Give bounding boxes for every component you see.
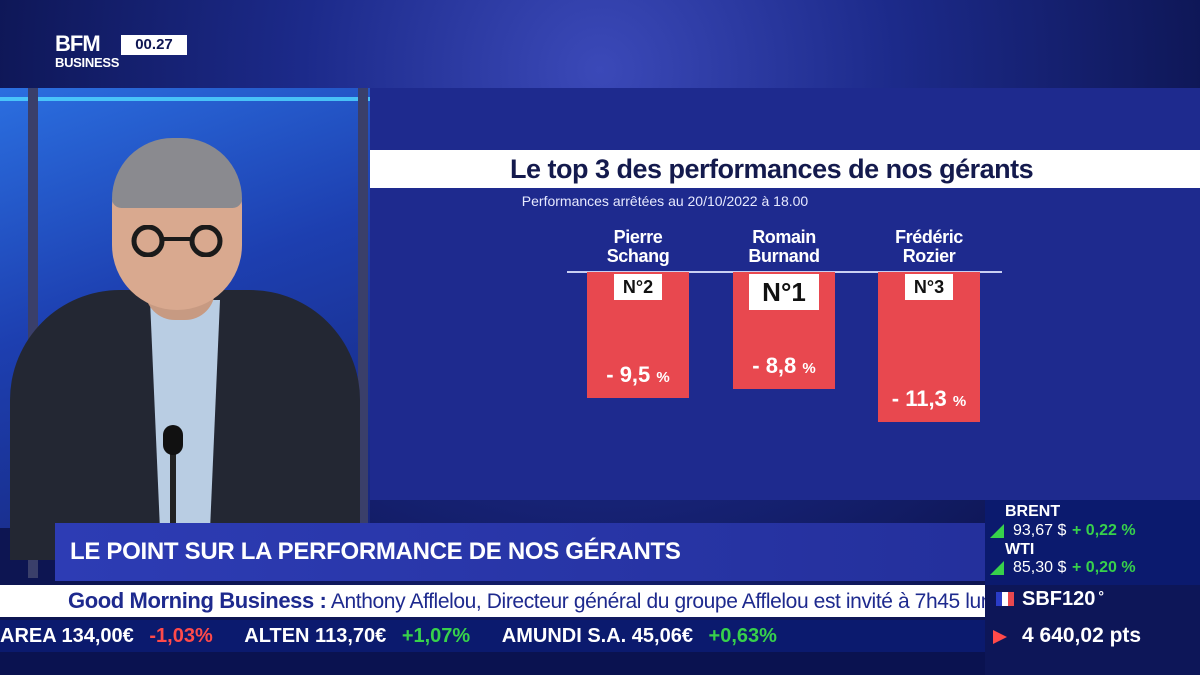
stock-name: AREA bbox=[0, 625, 56, 647]
headline-text: LE POINT SUR LA PERFORMANCE DE NOS GÉRAN… bbox=[70, 538, 681, 565]
rank-badge: N°1 bbox=[749, 274, 819, 310]
stock-price: 134,00€ bbox=[61, 625, 134, 647]
manager-name: Pierre Schang bbox=[568, 228, 708, 266]
up-arrow-icon bbox=[990, 561, 1004, 575]
bar-value-unit: % bbox=[656, 369, 670, 387]
presenter bbox=[0, 130, 370, 560]
bar-value-number: - 9,5 bbox=[606, 362, 657, 388]
news-ticker: Good Morning Business : Anthony Afflelou… bbox=[0, 585, 985, 617]
manager-name-line: Romain bbox=[752, 227, 816, 247]
bar-value-unit: % bbox=[952, 393, 967, 411]
rank-badge: N°3 bbox=[905, 274, 953, 300]
rank-badge: N°2 bbox=[614, 274, 662, 300]
stock-price: 45,06€ bbox=[631, 625, 693, 647]
stock-item: AMUNDI S.A. 45,06€ +0,63% bbox=[502, 620, 777, 652]
market-change-brent: + 0,22 % bbox=[1072, 522, 1136, 539]
stock-name: AMUNDI S.A. bbox=[501, 625, 627, 647]
headline-banner bbox=[55, 523, 985, 581]
bar-value-label: - 9,5 % bbox=[606, 362, 669, 388]
bar-value-unit: % bbox=[802, 360, 816, 378]
market-name-wti: WTI bbox=[1005, 541, 1035, 558]
logo-bfm: BFM bbox=[55, 31, 101, 56]
stock-change: +1,07% bbox=[401, 625, 471, 647]
manager-name-line: Pierre bbox=[613, 227, 663, 247]
stock-change: +0,63% bbox=[708, 625, 777, 647]
bar-value-number: - 11,3 bbox=[891, 386, 953, 412]
clock: 00.27 bbox=[121, 35, 187, 55]
microphone-icon bbox=[163, 425, 183, 455]
ticker-message: Anthony Afflelou, Directeur général du g… bbox=[330, 590, 985, 613]
bar-value-number: - 8,8 bbox=[752, 353, 803, 379]
france-flag-icon bbox=[996, 592, 1014, 606]
down-arrow-icon bbox=[993, 630, 1007, 644]
market-change-wti: + 0,20 % bbox=[1072, 559, 1136, 576]
bar-value-label: - 11,3 % bbox=[892, 386, 967, 412]
index-box bbox=[985, 585, 1200, 675]
manager-name-line: Burnand bbox=[748, 246, 820, 266]
stock-item: AREA 134,00€ -1,03% bbox=[0, 620, 213, 652]
market-price-wti: 85,30 $ bbox=[1013, 559, 1067, 576]
studio-light-stripe bbox=[0, 97, 370, 101]
manager-name: Frédéric Rozier bbox=[859, 228, 999, 266]
index-name: SBF120 ° bbox=[1022, 588, 1104, 611]
chart-title: Le top 3 des performances de nos gérants bbox=[370, 150, 1200, 188]
logo-business: BUSINESS bbox=[55, 55, 120, 70]
chart-subtitle: Performances arrêtées au 20/10/2022 à 18… bbox=[521, 193, 809, 209]
show-name: Good Morning Business : bbox=[68, 588, 327, 613]
presenter-hair bbox=[112, 138, 242, 208]
index-marker: ° bbox=[1098, 588, 1104, 604]
presenter-shirt bbox=[150, 300, 220, 530]
up-arrow-icon bbox=[990, 524, 1004, 538]
stock-name: ALTEN bbox=[244, 625, 310, 647]
microphone-stand bbox=[170, 445, 176, 525]
bar-value-label: - 8,8 % bbox=[752, 353, 815, 379]
bottom-strip bbox=[0, 652, 985, 675]
manager-name-line: Rozier bbox=[902, 246, 956, 266]
manager-name-line: Frédéric bbox=[895, 227, 963, 247]
manager-name: Romain Burnand bbox=[714, 228, 854, 266]
stock-ticker: AREA 134,00€ -1,03% ALTEN 113,70€ +1,07%… bbox=[0, 620, 985, 652]
market-price-brent: 93,67 $ bbox=[1013, 522, 1067, 539]
glasses-icon bbox=[131, 225, 223, 257]
index-value: 4 640,02 pts bbox=[1022, 624, 1142, 647]
market-name-brent: BRENT bbox=[1005, 503, 1061, 520]
channel-logo: BFM BUSINESS bbox=[55, 33, 119, 71]
stock-change: -1,03% bbox=[149, 625, 213, 647]
manager-name-line: Schang bbox=[606, 246, 670, 266]
studio-pillar bbox=[358, 88, 368, 578]
stock-price: 113,70€ bbox=[315, 625, 387, 647]
index-name-text: SBF120 bbox=[1022, 588, 1096, 610]
stock-item: ALTEN 113,70€ +1,07% bbox=[244, 620, 470, 652]
